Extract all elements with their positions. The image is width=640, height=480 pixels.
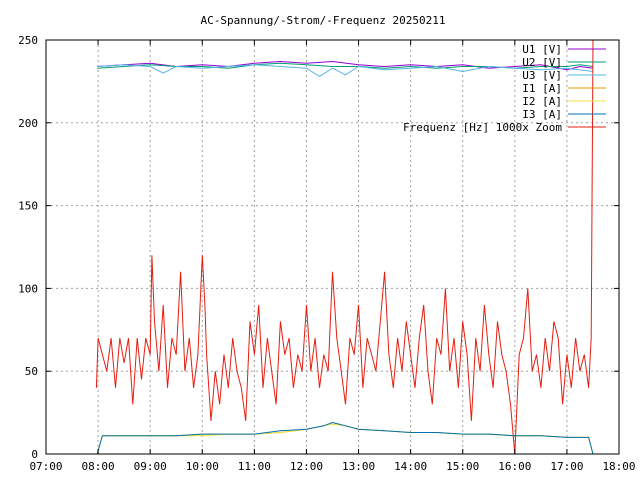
legend-label: I1 [A] xyxy=(522,82,562,95)
series-line-u3-v xyxy=(97,64,594,77)
x-tick-label: 15:00 xyxy=(446,460,479,473)
series-line-u1-v xyxy=(97,60,594,71)
x-tick-label: 14:00 xyxy=(394,460,427,473)
y-tick-label: 0 xyxy=(31,448,38,461)
legend: U1 [V]U2 [V]U3 [V]I1 [A]I2 [A]I3 [A]Freq… xyxy=(403,43,606,134)
chart-title: AC-Spannung/-Strom/-Frequenz 20250211 xyxy=(200,14,445,27)
legend-label: I3 [A] xyxy=(522,108,562,121)
series-line-i3-a xyxy=(96,421,594,455)
legend-label: Frequenz [Hz] 1000x Zoom xyxy=(403,121,562,134)
legend-label: U1 [V] xyxy=(522,43,562,56)
series-lines xyxy=(95,39,594,455)
y-tick-label: 150 xyxy=(18,200,38,213)
x-tick-label: 13:00 xyxy=(342,460,375,473)
x-tick-label: 07:00 xyxy=(29,460,62,473)
grid xyxy=(46,40,619,454)
y-tick-label: 50 xyxy=(25,365,38,378)
axis-ticks: 07:00 08:00 09:00 10:00 11:00 12:00 13:00 14:00… xyxy=(18,34,635,473)
legend-label: I2 [A] xyxy=(522,95,562,108)
legend-label: U3 [V] xyxy=(522,69,562,82)
plot-frame xyxy=(45,39,620,455)
x-tick-label: 09:00 xyxy=(134,460,167,473)
y-tick-label: 200 xyxy=(18,117,38,130)
series-line-i1-a xyxy=(96,421,594,455)
legend-label: U2 [V] xyxy=(522,56,562,69)
x-tick-label: 17:00 xyxy=(550,460,583,473)
y-tick-label: 250 xyxy=(18,34,38,47)
x-tick-label: 11:00 xyxy=(238,460,271,473)
x-tick-label: 16:00 xyxy=(498,460,531,473)
x-tick-label: 10:00 xyxy=(186,460,219,473)
x-tick-label: 12:00 xyxy=(290,460,323,473)
series-line-frequenz-hz-1000x-zoom xyxy=(95,39,594,455)
x-tick-label: 18:00 xyxy=(602,460,635,473)
x-tick-label: 08:00 xyxy=(82,460,115,473)
series-line-u2-v xyxy=(97,62,594,69)
series-line-i2-a xyxy=(96,423,594,455)
y-tick-label: 100 xyxy=(18,282,38,295)
